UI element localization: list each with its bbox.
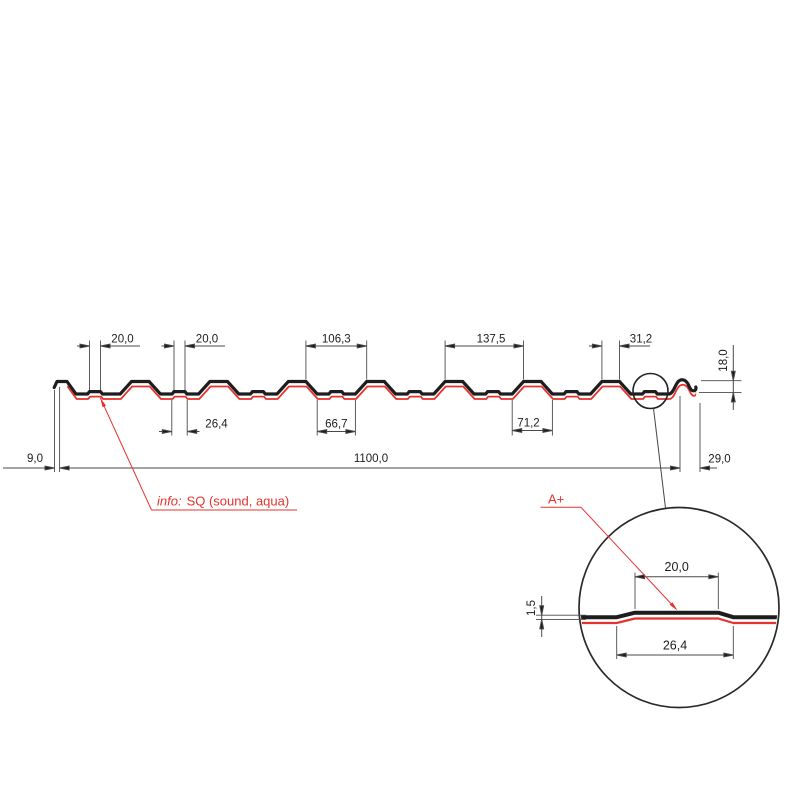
detail-view: 20,0 26,4 1,5 A+	[526, 492, 780, 709]
dim-valley-width: 66,7	[325, 419, 347, 431]
main-profile-view: 20,0 20,0 106,3 137,5 31,2 26,4 66,7 71,…	[3, 333, 742, 509]
info-note: info: SQ (sound, aqua)	[98, 397, 297, 511]
detail-dim-rib-top: 20,0	[665, 560, 689, 574]
extension-lines-top	[89, 340, 620, 391]
detail-dimension-lines	[539, 574, 734, 658]
dim-cover-width: 1100,0	[354, 453, 388, 465]
detail-dim-thickness: 1,5	[526, 600, 538, 616]
detail-view-circle	[578, 506, 780, 709]
dim-crest-top-width: 31,2	[630, 333, 652, 345]
dim-crest-gap: 106,3	[322, 333, 351, 345]
extension-lines-bottom	[54, 380, 742, 472]
dimension-labels: 20,0 20,0 106,3 137,5 31,2 26,4 66,7 71,…	[27, 333, 731, 465]
coating-line	[67, 383, 697, 400]
info-note-value: SQ (sound, aqua)	[187, 494, 290, 509]
detail-sheet-line	[580, 610, 778, 620]
dim-left-edge: 9,0	[27, 453, 43, 465]
callout-leader-line	[580, 506, 677, 610]
detail-sheet	[580, 610, 778, 625]
info-leader-line	[99, 397, 152, 511]
detail-dim-rib-base: 26,4	[663, 639, 687, 653]
dim-module-pitch: 137,5	[477, 333, 506, 345]
dimension-lines	[3, 343, 736, 471]
dim-rib1-top-width: 20,0	[111, 333, 133, 345]
detail-marker-circle	[632, 372, 669, 410]
callout-leader-arrow	[669, 602, 679, 612]
dim-profile-height: 18,0	[718, 349, 730, 371]
dim-right-edge: 29,0	[708, 454, 730, 466]
dim-rib-base-width: 26,4	[205, 419, 228, 431]
detail-callout-label: A+	[548, 492, 564, 507]
dim-crest-base-width: 71,2	[517, 418, 539, 430]
detail-callout: A+	[540, 492, 679, 612]
detail-extension-lines	[536, 572, 734, 659]
info-note-text: info: SQ (sound, aqua)	[157, 494, 289, 509]
dim-rib2-top-width: 20,0	[196, 333, 218, 345]
detail-leader-line	[653, 408, 666, 509]
info-note-prefix: info:	[157, 494, 182, 509]
